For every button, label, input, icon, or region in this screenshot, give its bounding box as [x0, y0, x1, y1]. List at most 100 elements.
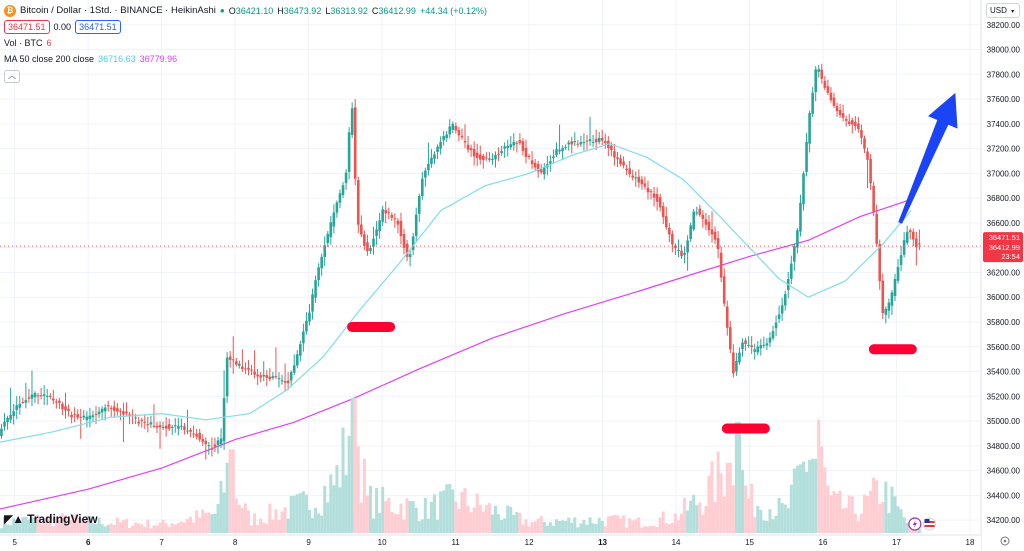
candle-body [173, 425, 177, 427]
candle-body [661, 206, 665, 218]
volume-bar [15, 520, 19, 533]
time-tick-label: 15 [745, 538, 754, 547]
volume-bar [408, 500, 412, 533]
candle-body [61, 404, 64, 410]
volume-bar [817, 419, 821, 533]
sell-price-badge[interactable]: 36471.51 [4, 20, 50, 34]
candle-body [643, 183, 647, 187]
volume-bar [274, 509, 278, 533]
chevron-up-icon[interactable]: ︿ [4, 69, 20, 83]
candle-body [628, 168, 631, 175]
time-axis[interactable]: 5 6 7 8 9 10 11 12 13 14 15 16 17 18 [0, 534, 1010, 551]
candle-body [79, 416, 83, 418]
volume-bar [802, 461, 806, 533]
candle-body [915, 238, 918, 248]
volume-bar [182, 522, 186, 533]
volume-bar [405, 498, 409, 533]
candle-body [265, 375, 269, 378]
candle-body [844, 118, 848, 121]
volume-bar [164, 523, 168, 533]
candle-body [527, 155, 531, 158]
time-tick-label: 10 [378, 538, 387, 547]
candle-body [424, 170, 427, 178]
volume-bar [561, 520, 565, 533]
candle-series [0, 63, 921, 460]
volume-bar [228, 449, 232, 533]
volume-bar [326, 502, 330, 533]
volume-bar [158, 522, 162, 533]
candle-body [671, 233, 674, 245]
candle-body [15, 405, 19, 410]
volume-bar [436, 519, 440, 533]
volume-bar [859, 513, 863, 533]
volume-bar [54, 516, 58, 533]
candle-body [332, 212, 336, 227]
volume-bar [70, 520, 74, 533]
volume-bar [125, 518, 129, 533]
volume-bar [493, 505, 497, 533]
volume-legend-row[interactable]: Vol · BTC 6 [4, 35, 487, 51]
candle-body [765, 343, 769, 346]
candle-body [613, 151, 616, 158]
candle-body [213, 444, 217, 447]
volume-bar [524, 519, 528, 533]
volume-bar [448, 484, 452, 533]
volume-bar [237, 504, 241, 533]
candle-body [405, 243, 409, 257]
volume-bar [567, 517, 571, 533]
price-tick-label: 37800.00 [987, 70, 1021, 79]
candle-body [64, 406, 67, 411]
candle-body [341, 185, 345, 196]
volume-bar [234, 498, 238, 533]
candle-body [674, 245, 677, 249]
candle-body [622, 161, 625, 166]
candle-body [280, 380, 284, 382]
candle-body [735, 360, 738, 372]
symbol-title[interactable]: Bitcoin / Dollar · 1Std. · BINANCE · Hei… [20, 5, 216, 16]
price-tick-label: 36800.00 [987, 194, 1021, 203]
volume-bar [155, 525, 159, 533]
candle-body [448, 126, 452, 135]
candle-body [603, 141, 607, 143]
currency-select[interactable]: USD ▾ [986, 3, 1020, 18]
volume-bar [60, 513, 64, 533]
volume-bar [680, 513, 684, 533]
candle-body [289, 372, 293, 381]
volume-bar [734, 422, 738, 533]
candle-body [893, 279, 897, 296]
tradingview-logo[interactable]: ◤▲ TradingView [4, 512, 98, 526]
ma-legend-row[interactable]: MA 50 close 200 close 36716.63 36779.96 [4, 51, 487, 67]
volume-bar [307, 509, 311, 533]
candle-body [442, 136, 445, 141]
price-tick-label: 38000.00 [987, 46, 1021, 55]
volume-bar [805, 471, 809, 533]
candle-body [363, 234, 366, 246]
volume-bar [484, 505, 488, 533]
candle-body [808, 112, 811, 144]
drawing-overlays[interactable] [0, 92, 981, 531]
candle-body [802, 173, 805, 205]
volume-bar [640, 527, 644, 533]
volume-bar [695, 505, 699, 533]
candle-body [189, 430, 192, 432]
time-tick-label: 9 [306, 538, 311, 547]
volume-bar [378, 513, 382, 533]
volume-bar [353, 398, 357, 533]
buy-price-badge[interactable]: 36471.51 [75, 20, 121, 34]
candle-body [366, 242, 369, 252]
volume-bar [783, 504, 787, 533]
candle-body [750, 345, 753, 348]
volume-bar [829, 495, 833, 533]
volume-bar [713, 502, 717, 533]
symbol-row[interactable]: ₿ Bitcoin / Dollar · 1Std. · BINANCE · H… [4, 3, 487, 19]
candle-body [167, 424, 171, 429]
chart-legend: ₿ Bitcoin / Dollar · 1Std. · BINANCE · H… [4, 3, 487, 83]
price-axis[interactable]: 34200.00 34400.00 34600.00 34800.00 35000.00… [980, 0, 1024, 551]
candle-body [902, 240, 906, 255]
volume-bar [466, 505, 470, 533]
candle-body [530, 160, 534, 165]
volume-bar [301, 491, 305, 533]
volume-bar [45, 516, 49, 533]
candle-body [70, 414, 73, 418]
